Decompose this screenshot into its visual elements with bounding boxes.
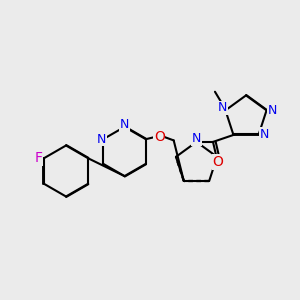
Text: O: O	[213, 155, 224, 169]
Text: N: N	[260, 128, 269, 141]
Text: N: N	[267, 104, 277, 117]
Text: N: N	[120, 118, 129, 131]
Text: N: N	[97, 133, 106, 146]
Text: F: F	[34, 151, 43, 165]
Text: N: N	[218, 101, 227, 114]
Text: O: O	[154, 130, 165, 144]
Text: N: N	[192, 132, 201, 146]
